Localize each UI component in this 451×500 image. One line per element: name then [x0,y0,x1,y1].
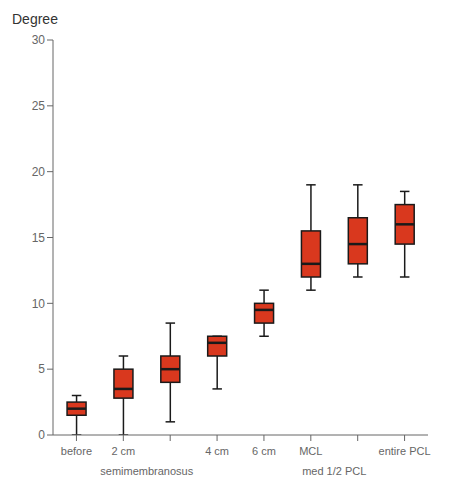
svg-text:before: before [61,445,92,457]
svg-text:2 cm: 2 cm [111,445,135,457]
svg-text:semimembranosus: semimembranosus [100,465,193,477]
svg-text:MCL: MCL [299,445,322,457]
svg-text:10: 10 [32,297,46,311]
svg-text:6 cm: 6 cm [252,445,276,457]
html-text:Degree: Degree [12,11,58,27]
svg-text:5: 5 [38,362,45,376]
svg-text:15: 15 [32,231,46,245]
svg-text:0: 0 [38,428,45,442]
svg-text:4 cm: 4 cm [205,445,229,457]
svg-text:med 1/2 PCL: med 1/2 PCL [302,465,366,477]
svg-text:25: 25 [32,99,46,113]
svg-text:20: 20 [32,165,46,179]
svg-text:entire PCL: entire PCL [379,445,431,457]
svg-text:30: 30 [32,33,46,47]
